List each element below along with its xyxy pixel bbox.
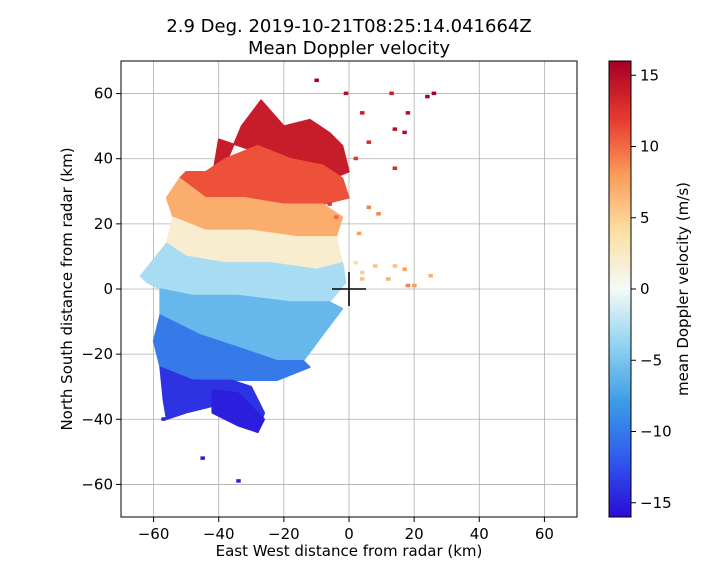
colorbar-tick-label: 0 bbox=[640, 280, 650, 298]
echo-speckle bbox=[373, 264, 378, 268]
x-tick-label: −40 bbox=[203, 525, 235, 543]
echo-speckle bbox=[360, 111, 365, 115]
x-axis-ticks: −60 −40 −20 0 20 40 60 bbox=[138, 517, 554, 543]
echo-speckle bbox=[405, 111, 411, 115]
echo-region bbox=[211, 389, 266, 434]
x-tick-label: 20 bbox=[405, 525, 424, 543]
chart-title-line2: Mean Doppler velocity bbox=[248, 38, 450, 59]
echo-speckle bbox=[353, 156, 359, 161]
colorbar-tick-label: 10 bbox=[640, 138, 659, 156]
x-tick-label: 60 bbox=[535, 525, 554, 543]
colorbar-label: mean Doppler velocity (m/s) bbox=[674, 182, 692, 396]
colorbar-tick-label: 15 bbox=[640, 66, 659, 84]
colorbar bbox=[608, 60, 632, 518]
echo-speckle bbox=[389, 91, 394, 96]
y-tick-label: 40 bbox=[94, 150, 113, 168]
chart-title-line1: 2.9 Deg. 2019-10-21T08:25:14.041664Z bbox=[166, 16, 531, 37]
echo-speckle bbox=[353, 260, 359, 265]
x-tick-label: −20 bbox=[268, 525, 300, 543]
echo-speckle bbox=[392, 127, 398, 131]
echo-speckle bbox=[392, 166, 398, 170]
echo-speckle bbox=[366, 205, 372, 210]
colorbar-tick-label: 5 bbox=[640, 209, 650, 227]
echo-speckle bbox=[200, 456, 205, 460]
y-tick-label: −20 bbox=[81, 345, 113, 363]
echo-speckle bbox=[333, 215, 339, 219]
colorbar-ticks: −15 −10 −5 0 5 10 15 bbox=[631, 66, 672, 512]
echo-speckle bbox=[366, 140, 372, 144]
echo-speckle bbox=[405, 283, 411, 288]
echo-region bbox=[152, 314, 311, 381]
y-tick-label: 60 bbox=[94, 85, 113, 103]
colorbar-tick-label: −10 bbox=[640, 423, 672, 441]
echo-speckle bbox=[161, 417, 166, 421]
y-axis-label: North South distance from radar (km) bbox=[58, 147, 76, 430]
echo-field bbox=[139, 78, 437, 483]
y-tick-label: −40 bbox=[81, 410, 113, 428]
y-tick-label: −60 bbox=[81, 475, 113, 493]
colorbar-tick-label: −5 bbox=[640, 351, 662, 369]
echo-speckle bbox=[431, 91, 437, 96]
x-tick-label: −60 bbox=[138, 525, 170, 543]
echo-speckle bbox=[425, 94, 430, 99]
echo-speckle bbox=[314, 78, 319, 83]
echo-speckle bbox=[412, 283, 417, 288]
y-axis-ticks: −60 −40 −20 0 20 40 60 bbox=[81, 85, 121, 493]
echo-speckle bbox=[343, 91, 349, 96]
y-tick-label: 20 bbox=[94, 215, 113, 233]
echo-speckle bbox=[360, 270, 365, 275]
echo-speckle bbox=[386, 277, 391, 281]
x-tick-label: 40 bbox=[470, 525, 489, 543]
colorbar-tick-label: −15 bbox=[640, 494, 672, 512]
echo-speckle bbox=[402, 267, 407, 271]
echo-speckle bbox=[402, 130, 407, 135]
echo-speckle bbox=[327, 202, 332, 206]
echo-speckle bbox=[392, 264, 398, 268]
echo-speckle bbox=[428, 273, 433, 278]
x-tick-label: 0 bbox=[344, 525, 354, 543]
radar-location-marker bbox=[332, 272, 366, 306]
x-axis-label: East West distance from radar (km) bbox=[216, 542, 483, 560]
echo-speckle bbox=[376, 212, 381, 216]
y-tick-label: 0 bbox=[103, 280, 113, 298]
echo-speckle bbox=[236, 479, 241, 483]
echo-speckle bbox=[356, 231, 362, 236]
echo-speckle bbox=[360, 277, 365, 281]
